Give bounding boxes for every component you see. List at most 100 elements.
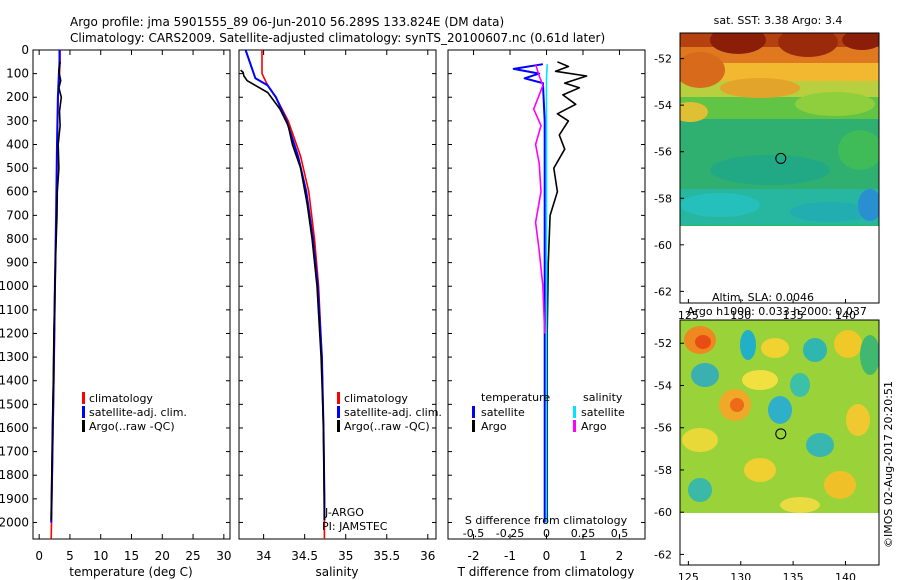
lon-tick-label: 140 — [835, 309, 856, 322]
legend-heading-temperature: temperature — [481, 391, 550, 404]
lat-tick-label: -52 — [654, 53, 672, 66]
depth-tick-label: 1000 — [0, 279, 29, 293]
sla-lat-axis: -52 -54 -56 -58 -60 -62 — [654, 337, 684, 561]
lat-tick-label: -60 — [654, 506, 672, 519]
temperature-xlabel: temperature (deg C) — [69, 565, 192, 579]
legend-label-argo: Argo(..raw -QC) — [344, 420, 430, 433]
depth-tick-label: 200 — [6, 90, 29, 104]
sst-map — [680, 33, 879, 226]
x2-tick-label: 0 — [543, 527, 550, 540]
legend-label-sal-satellite: satellite — [581, 406, 625, 419]
depth-tick-label: 0 — [21, 43, 29, 57]
lat-tick-label: -52 — [654, 337, 672, 350]
legend-swatch-argo — [82, 420, 85, 432]
figure-title: Argo profile: jma 5901555_89 06-Jun-2010… — [70, 15, 504, 29]
sst-lon-axis: 125 130 135 140 — [678, 299, 856, 322]
legend-swatch-argo — [337, 420, 340, 432]
depth-tick-label: 1300 — [0, 350, 29, 364]
depth-tick-label: 1100 — [0, 303, 29, 317]
series-climatology — [261, 50, 326, 539]
depth-axis: 0 100 200 300 400 500 600 700 800 900 1000 1100 1200… — [0, 43, 29, 529]
legend-label-sal-argo: Argo — [581, 420, 607, 433]
x2-tick-label: 0.5 — [611, 527, 629, 540]
lon-tick-label: 130 — [730, 571, 751, 580]
temperature-panel — [32, 49, 231, 540]
sst-float-marker — [775, 152, 787, 164]
lat-tick-label: -62 — [654, 548, 672, 561]
lon-tick-label: 135 — [783, 571, 804, 580]
legend-label-climatology: climatology — [89, 392, 153, 405]
depth-tick-label: 900 — [6, 256, 29, 270]
legend-swatch-satellite — [82, 406, 85, 418]
depth-tick-label: 300 — [6, 114, 29, 128]
legend-swatch-satellite — [337, 406, 340, 418]
x2-tick-label: 0.25 — [571, 527, 596, 540]
float-pi: PI: JAMSTEC — [322, 520, 388, 533]
salinity-panel — [238, 49, 437, 540]
legend-label-temp-satellite: satellite — [481, 406, 525, 419]
legend-label-climatology: climatology — [344, 392, 408, 405]
x2-tick-label: -0.5 — [463, 527, 484, 540]
lat-tick-label: -56 — [654, 146, 672, 159]
legend-swatch-temp-argo — [472, 420, 475, 432]
lat-tick-label: -54 — [654, 379, 672, 392]
legend-swatch-sal-satellite — [573, 406, 576, 418]
lon-tick-label: 135 — [783, 309, 804, 322]
difference-legend: temperature salinity satellite Argo sate… — [472, 391, 625, 433]
lon-tick-label: 125 — [678, 571, 699, 580]
legend-swatch-sal-argo — [573, 420, 576, 432]
sla-map-title: Altim. SLA: 0.0046 — [712, 291, 814, 304]
figure-subtitle: Climatology: CARS2009. Satellite-adjuste… — [70, 31, 605, 45]
x-tick-label: 10 — [93, 549, 108, 563]
temperature-series — [50, 50, 63, 540]
depth-tick-label: 600 — [6, 185, 29, 199]
depth-tick-label: 1700 — [0, 445, 29, 459]
x2-tick-label: -0.25 — [496, 527, 524, 540]
lon-tick-label: 130 — [730, 309, 751, 322]
difference-x-axis: -2 -1 0 1 2 -0.5 -0.25 0 0.25 0.5 — [448, 49, 645, 563]
legend-swatch-temp-satellite — [472, 406, 475, 418]
lat-tick-label: -56 — [654, 422, 672, 435]
depth-tick-label: 800 — [6, 232, 29, 246]
series-salinity-satellite — [545, 64, 548, 523]
lat-tick-label: -54 — [654, 99, 672, 112]
salinity-series — [240, 49, 326, 539]
depth-tick-label: 2000 — [0, 515, 29, 529]
x-tick-label: 30 — [216, 549, 231, 563]
series-temperature-argo — [546, 61, 588, 523]
sla-float-marker — [775, 428, 787, 440]
salinity-x-axis: 34 34.5 35 35.5 36 — [239, 49, 436, 563]
sla-lon-axis: 125 130 135 140 — [678, 561, 856, 580]
x-tick-label: 35.5 — [373, 549, 400, 563]
lat-tick-label: -60 — [654, 239, 672, 252]
x-tick-label: 15 — [124, 549, 139, 563]
legend-heading-salinity: salinity — [583, 391, 623, 404]
sst-map-title: sat. SST: 3.38 Argo: 3.4 — [714, 14, 843, 27]
x-tick-label: -2 — [468, 549, 480, 563]
lat-tick-label: -58 — [654, 464, 672, 477]
lat-tick-label: -58 — [654, 192, 672, 205]
legend-swatch-climatology — [82, 392, 85, 404]
lat-tick-label: -62 — [654, 285, 672, 298]
sla-map-subtitle: Argo h1000: 0.033 h2000: 0.037 — [687, 305, 867, 318]
x-tick-label: 0 — [35, 549, 43, 563]
salinity-legend: climatology satellite-adj. clim. Argo(..… — [337, 392, 442, 433]
sst-lat-axis: -52 -54 -56 -58 -60 -62 — [654, 53, 684, 298]
series-salinity-argo — [532, 63, 546, 334]
difference-xlabel: T difference from climatology — [457, 565, 635, 579]
x-tick-label: 35 — [338, 549, 353, 563]
legend-label-temp-argo: Argo — [481, 420, 507, 433]
x-tick-label: 1 — [579, 549, 587, 563]
sla-map — [680, 320, 879, 513]
depth-tick-label: 1400 — [0, 374, 29, 388]
x-tick-label: 34.5 — [291, 549, 318, 563]
depth-tick-label: 1600 — [0, 421, 29, 435]
salinity-xlabel: salinity — [315, 565, 358, 579]
depth-tick-label: 500 — [6, 161, 29, 175]
difference-x2label: S difference from climatology — [465, 514, 628, 527]
depth-tick-label: 1500 — [0, 397, 29, 411]
x-tick-label: -1 — [504, 549, 516, 563]
legend-swatch-climatology — [337, 392, 340, 404]
sla-map-frame — [679, 319, 880, 566]
